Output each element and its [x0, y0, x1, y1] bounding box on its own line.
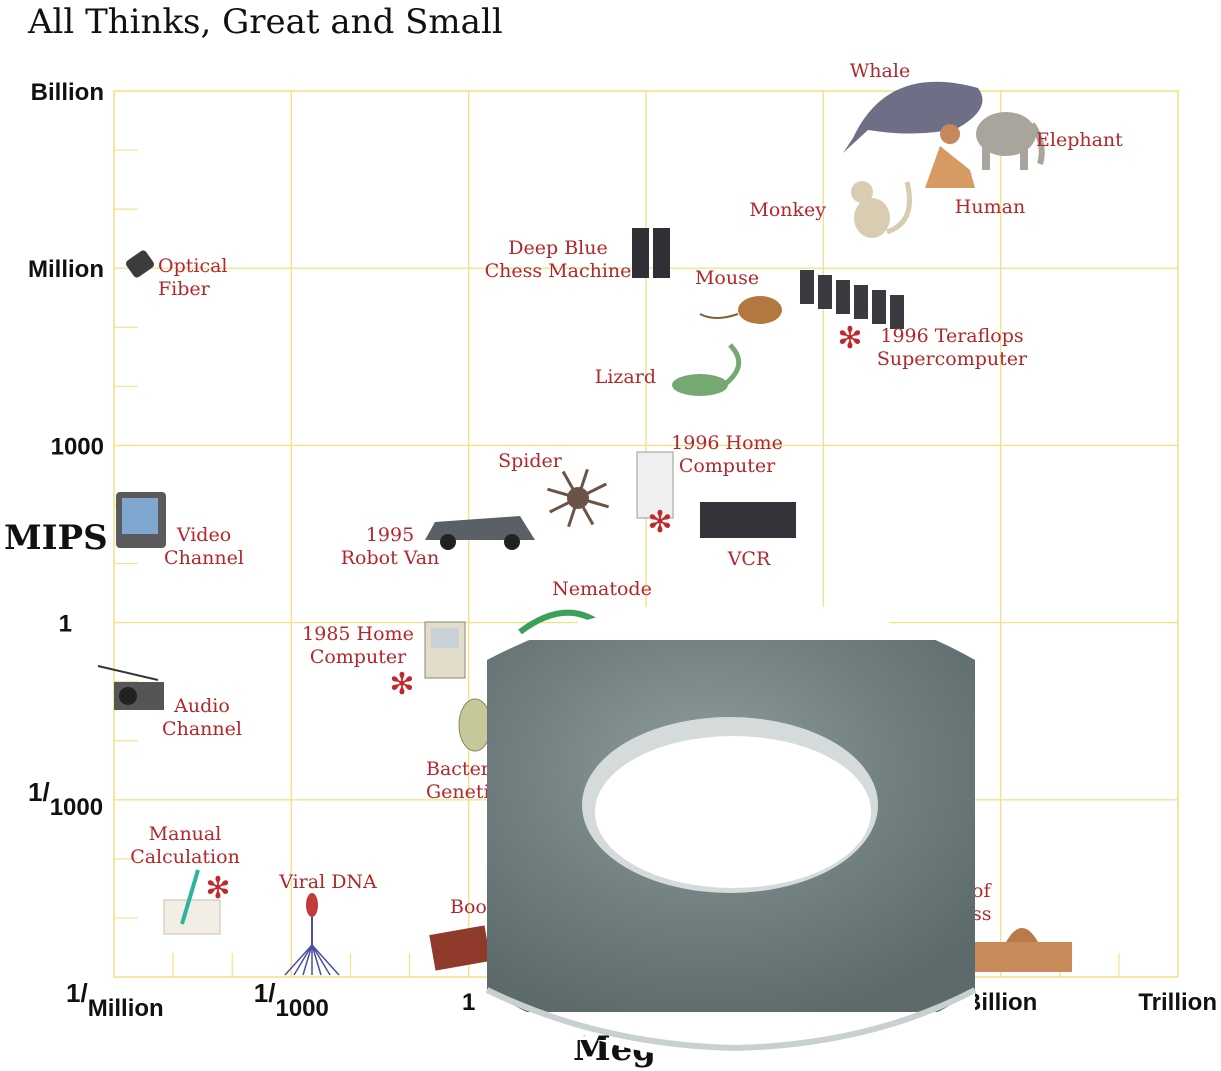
- data-point-label: Channel: [162, 718, 242, 740]
- monkey-icon: [851, 181, 912, 238]
- data-point-label: Nematode: [552, 578, 652, 600]
- y-tick-label: Billion: [31, 79, 104, 106]
- data-point-label: Manual: [149, 823, 222, 845]
- robot-van-icon: [425, 516, 535, 550]
- data-point-label: Deep Blue: [508, 237, 607, 259]
- y-axis-label: MIPS: [4, 518, 108, 558]
- y-tick-label: 1: [59, 611, 72, 638]
- vcr-icon: [700, 502, 796, 538]
- data-point: Viral DNA: [278, 871, 377, 976]
- data-point-label: Geneti: [426, 781, 490, 803]
- y-tick-label: 1/1000: [28, 777, 103, 821]
- y-tick-label: 1000: [51, 433, 104, 460]
- home-computer-1985-icon: [424, 621, 466, 679]
- asterisk-marker-icon: ✻: [647, 505, 672, 540]
- data-point: Human: [925, 124, 1025, 218]
- data-point-label: VCR: [727, 548, 771, 570]
- video-channel-icon: [116, 492, 166, 548]
- data-point-label: Channel: [164, 547, 244, 569]
- home-computer-1996-icon: [636, 451, 674, 519]
- data-point-label: 1996 Teraflops: [880, 325, 1023, 347]
- x-tick-label: 1/1000: [254, 978, 329, 1022]
- metal-washer-photo: [485, 600, 977, 1060]
- data-point-label: Viral DNA: [278, 871, 377, 893]
- data-point-label: Computer: [679, 455, 776, 477]
- optical-fiber-icon: [126, 250, 154, 278]
- human-icon: [925, 124, 975, 188]
- data-point-label: Mouse: [695, 267, 759, 289]
- data-point: Elephant: [976, 112, 1123, 170]
- chart-title: All Thinks, Great and Small: [27, 2, 503, 42]
- y-tick-label: Million: [28, 256, 104, 283]
- data-point-label: ss: [972, 903, 992, 925]
- audio-channel-icon: [97, 665, 164, 710]
- data-point-label: Optical: [158, 255, 228, 277]
- asterisk-marker-icon: ✻: [389, 667, 414, 702]
- data-point: Mouse: [695, 267, 782, 324]
- spider-icon: [547, 468, 609, 528]
- data-point-label: Human: [955, 196, 1025, 218]
- data-point-label: Monkey: [749, 199, 826, 221]
- x-tick-label: Billion: [964, 989, 1037, 1016]
- data-point-label: Chess Machine: [485, 260, 632, 282]
- manual-calculation-icon: [163, 869, 221, 935]
- data-point-label: Spider: [498, 450, 563, 472]
- data-point-label: Bacteri: [426, 758, 496, 780]
- data-point-label: Calculation: [130, 846, 240, 868]
- whale-icon: [843, 81, 983, 153]
- data-point: Whale: [843, 60, 983, 153]
- data-point-label: Supercomputer: [877, 348, 1028, 370]
- data-point: Monkey: [749, 181, 912, 238]
- data-point: Lizard: [595, 343, 742, 396]
- bacteria-icon: [458, 698, 492, 752]
- data-point-label: 1985 Home: [302, 623, 414, 645]
- data-point-label: 1996 Home: [671, 432, 783, 454]
- data-point-label: Video: [176, 524, 231, 546]
- data-point: Spider: [498, 450, 609, 528]
- y-axis-ticks: Billion Million 1000 1 1/1000: [28, 79, 104, 821]
- data-point-label: Fiber: [158, 278, 211, 300]
- data-point-label: Elephant: [1036, 129, 1123, 151]
- viral-dna-icon: [284, 893, 340, 976]
- data-point: Boo: [429, 896, 491, 971]
- x-axis-ticks: 1/Million 1/1000 1 Billion Trillion: [66, 978, 1217, 1022]
- data-point-label: Computer: [310, 646, 407, 668]
- data-point-label: Boo: [450, 896, 487, 918]
- data-point-label: 1995: [366, 524, 414, 546]
- asterisk-marker-icon: ✻: [205, 871, 230, 906]
- x-tick-label: 1/Million: [66, 978, 164, 1022]
- data-point-label: of: [972, 880, 992, 902]
- deep-blue-icon: [632, 228, 670, 278]
- lizard-icon: [672, 343, 742, 396]
- elephant-icon: [976, 112, 1045, 170]
- data-point-label: Robot Van: [341, 547, 440, 569]
- mouse-icon: [699, 296, 782, 324]
- x-tick-label: 1: [462, 989, 475, 1016]
- supercomputer-icon: [800, 270, 904, 329]
- asterisk-marker-icon: ✻: [837, 321, 862, 356]
- data-point-label: Audio: [173, 695, 230, 717]
- library-of-congress-icon: [972, 928, 1072, 972]
- x-tick-label: Trillion: [1138, 989, 1217, 1016]
- data-point-label: Lizard: [595, 366, 656, 388]
- data-point: VCR: [700, 502, 796, 570]
- book-icon: [429, 925, 491, 971]
- data-point-label: Whale: [850, 60, 910, 82]
